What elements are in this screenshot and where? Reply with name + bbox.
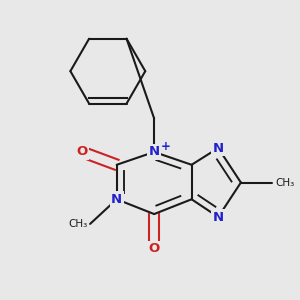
Text: N: N [213,211,224,224]
Text: CH₃: CH₃ [68,219,87,229]
Text: N: N [213,142,224,154]
Text: N: N [111,193,122,206]
Text: O: O [76,146,88,158]
Text: CH₃: CH₃ [275,178,295,188]
Text: +: + [161,140,171,153]
Text: N: N [148,146,160,158]
Text: O: O [148,242,160,255]
